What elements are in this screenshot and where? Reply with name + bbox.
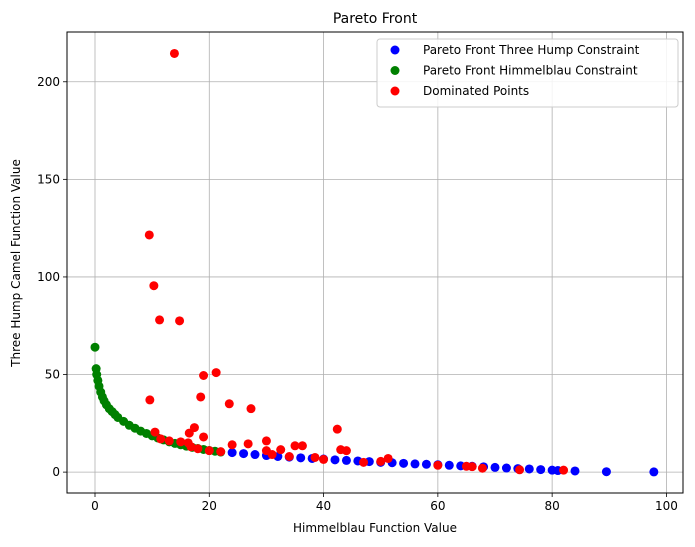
series-0-point — [649, 467, 659, 477]
series-0-point — [239, 449, 249, 459]
series-2-point — [150, 427, 160, 437]
series-0-point — [524, 464, 534, 474]
y-tick-label: 150 — [37, 172, 60, 186]
series-0-point — [444, 460, 454, 470]
grid — [67, 32, 683, 493]
x-tick-label: 80 — [545, 499, 560, 513]
series-2-point — [267, 450, 277, 460]
series-0-point — [341, 455, 351, 465]
series-2-point — [433, 460, 443, 470]
y-tick-label: 0 — [52, 465, 60, 479]
series-0-point — [227, 448, 237, 458]
series-2-point — [216, 447, 226, 457]
legend-marker — [390, 45, 400, 55]
series-2-point — [224, 399, 234, 409]
series-2-point — [196, 392, 206, 402]
series-2-point — [467, 462, 477, 472]
x-tick-label: 20 — [202, 499, 217, 513]
series-2-point — [310, 452, 320, 462]
x-tick-label: 0 — [91, 499, 99, 513]
legend-label: Dominated Points — [423, 84, 529, 98]
series-0-point — [250, 450, 260, 460]
series-0-point — [501, 463, 511, 473]
series-2-point — [515, 465, 525, 475]
series-2-point — [184, 428, 194, 438]
series-2-point — [319, 454, 329, 464]
series-2-point — [261, 436, 271, 446]
legend-marker — [390, 66, 400, 75]
series-1-point — [90, 342, 100, 352]
series-0-point — [330, 455, 340, 465]
series-0-point — [601, 467, 611, 477]
series-2-point — [559, 465, 569, 475]
series-2-point — [186, 442, 196, 452]
series-2-point — [290, 441, 300, 451]
series-2-point — [169, 48, 179, 58]
series-0-point — [570, 466, 580, 476]
x-tick-label: 100 — [655, 499, 678, 513]
series-2-point — [193, 444, 203, 454]
legend-marker — [390, 86, 400, 96]
series-0-point — [490, 462, 500, 472]
series-2-point — [176, 437, 186, 447]
series-2-point — [227, 440, 237, 450]
y-tick-label: 100 — [37, 270, 60, 284]
series-2-point — [211, 368, 221, 378]
y-tick-label: 50 — [45, 368, 60, 382]
series-2-point — [155, 315, 165, 325]
series-2-point — [149, 281, 159, 291]
legend-label: Pareto Front Himmelblau Constraint — [423, 64, 638, 78]
x-tick-label: 60 — [430, 499, 445, 513]
y-axis-ticks: 0 50 100 150 200 — [37, 75, 67, 479]
x-axis-ticks: 0 20 40 60 80 100 — [91, 493, 678, 513]
series-0-point — [399, 458, 409, 468]
plot-frame — [66, 31, 684, 494]
series-2-point — [246, 404, 256, 414]
series-2-point — [477, 463, 487, 473]
series-0-point — [536, 465, 546, 475]
series-2-point — [359, 457, 369, 467]
series-2-point — [199, 371, 209, 381]
series-2-point — [199, 432, 209, 442]
y-tick-label: 200 — [37, 75, 60, 89]
chart-title: Pareto Front — [333, 11, 418, 27]
series-2-point — [175, 316, 185, 326]
series-2-point — [243, 439, 253, 449]
legend-label: Pareto Front Three Hump Constraint — [423, 43, 640, 57]
series-2-point — [341, 446, 351, 456]
series-2-point — [144, 230, 154, 240]
series-2-point — [164, 436, 174, 446]
x-axis-label: Himmelblau Function Value — [293, 521, 457, 535]
series-2-point — [332, 424, 342, 434]
series-0-point — [296, 453, 306, 463]
legend: Pareto Front Three Hump Constraint Pareto… — [376, 38, 679, 108]
scatter-points — [90, 48, 659, 477]
series-2-point — [204, 446, 214, 456]
x-tick-label: 40 — [316, 499, 331, 513]
series-2-point — [284, 452, 294, 462]
series-2-point — [297, 441, 307, 451]
y-axis-label: Three Hump Camel Function Value — [9, 159, 23, 368]
series-0-point — [421, 459, 431, 469]
series-2-point — [376, 456, 386, 466]
series-2-point — [145, 395, 155, 405]
series-2-point — [156, 434, 166, 444]
series-0-point — [410, 459, 420, 469]
series-2-point — [383, 453, 393, 463]
series-2-point — [276, 445, 286, 455]
legend-box — [376, 38, 679, 108]
